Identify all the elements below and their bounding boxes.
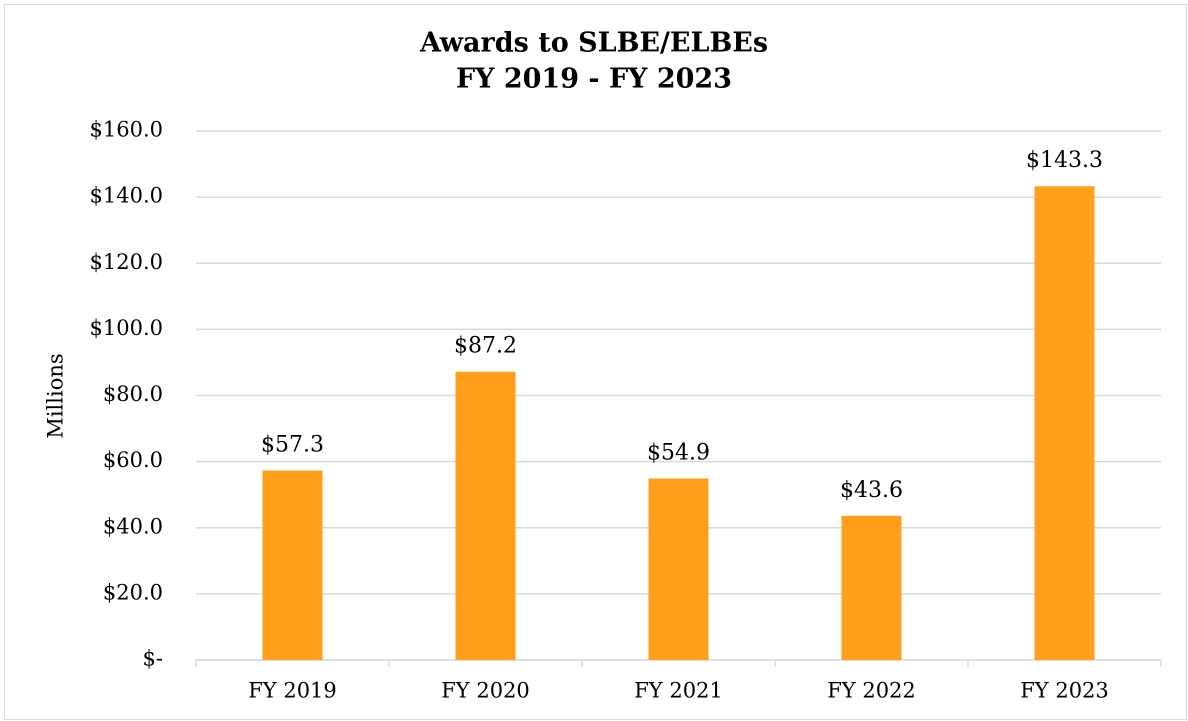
y-tick-label: $120.0 [90, 250, 163, 274]
chart-title: Awards to SLBE/ELBEs [419, 28, 768, 59]
bar [841, 515, 902, 660]
chart-subtitle: FY 2019 - FY 2023 [456, 64, 732, 95]
y-tick-label: $40.0 [103, 514, 163, 538]
data-label: $143.3 [1026, 148, 1103, 173]
chart-border [4, 4, 1187, 720]
y-tick-label: $160.0 [90, 118, 163, 142]
y-tick-label: $- [143, 647, 163, 671]
y-tick-label: $20.0 [103, 580, 163, 604]
y-tick-label: $140.0 [90, 184, 163, 208]
bar [262, 470, 323, 660]
y-tick-label: $60.0 [103, 448, 163, 472]
x-tick-label: FY 2020 [441, 679, 530, 703]
x-tick-label: FY 2023 [1020, 679, 1109, 703]
data-label: $54.9 [647, 440, 710, 465]
data-label: $57.3 [261, 433, 324, 458]
bar [1034, 186, 1095, 661]
y-tick-label: $80.0 [103, 382, 163, 406]
x-tick-label: FY 2022 [827, 679, 916, 703]
bar [455, 371, 516, 660]
y-axis-label: Millions [44, 353, 68, 438]
y-tick-label: $100.0 [90, 316, 163, 340]
bar [648, 478, 709, 660]
data-label: $87.2 [454, 334, 517, 359]
data-label: $43.6 [840, 478, 903, 503]
x-tick-label: FY 2019 [248, 679, 337, 703]
x-tick-label: FY 2021 [634, 679, 723, 703]
